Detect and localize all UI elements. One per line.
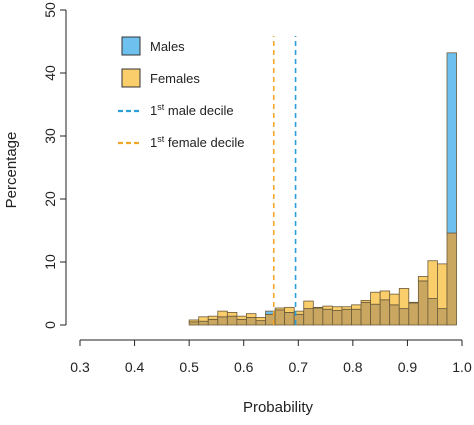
overlap-bar	[246, 317, 257, 326]
overlap-bar	[379, 299, 391, 326]
overlap-bar	[217, 316, 228, 326]
female-bar	[274, 307, 286, 311]
female-bar	[284, 306, 295, 313]
female-bar	[437, 263, 448, 310]
overlap-bar	[417, 280, 429, 326]
overlap-bar	[226, 315, 238, 326]
female-bar	[207, 315, 219, 320]
female-bar	[255, 317, 266, 321]
overlap-bar	[236, 318, 247, 326]
x-tick-label: 0.9	[398, 359, 418, 375]
overlap-bar	[322, 308, 333, 326]
overlap-bar	[408, 302, 419, 326]
legend-item: Females	[121, 68, 200, 88]
female-bar	[188, 319, 200, 323]
female-bar	[226, 311, 238, 317]
overlap-bar	[446, 232, 457, 326]
axes-layer: 0 10 20 30 40 50 0.3 0.4 0.5 0.6 0.7 0.8 0.9 1.0	[42, 2, 472, 375]
female-bar	[331, 306, 343, 311]
overlap-bar	[389, 304, 400, 326]
overlap-bar	[331, 310, 343, 326]
overlap-bar	[360, 301, 371, 326]
y-tick-label: 20	[42, 191, 58, 207]
x-tick-label: 0.6	[234, 359, 254, 375]
x-tick-label: 0.3	[70, 359, 90, 375]
female-bar	[417, 276, 429, 282]
overlap-bar	[370, 303, 381, 326]
female-bar	[408, 301, 419, 304]
overlap-bar	[207, 318, 219, 326]
overlap-bar	[437, 308, 448, 326]
overlap-bar	[188, 321, 200, 326]
bars-layer	[188, 52, 457, 326]
female-bar	[360, 300, 371, 303]
male-bar	[446, 52, 457, 234]
female-bar	[379, 290, 391, 301]
female-bar	[341, 306, 352, 310]
overlap-bar	[427, 298, 438, 326]
y-axis-title: Percentage	[3, 132, 20, 209]
legend-label: Males	[150, 39, 185, 54]
y-tick-label: 40	[42, 65, 58, 81]
legend-swatch	[121, 68, 141, 88]
y-tick-label: 30	[42, 128, 58, 144]
overlap-bar	[255, 320, 266, 326]
legend-item: 1st male decile	[118, 102, 234, 118]
x-tick-label: 0.4	[125, 359, 145, 375]
x-axis-title: Probability	[243, 399, 314, 416]
female-bar	[322, 305, 333, 310]
female-bar	[351, 304, 362, 310]
female-bar	[370, 291, 381, 305]
female-bar	[427, 260, 438, 299]
overlap-bar	[312, 307, 324, 326]
y-tick-label: 0	[42, 321, 58, 329]
reference-lines-layer	[272, 36, 297, 325]
overlap-bar	[303, 308, 314, 326]
legend-label: Females	[150, 71, 200, 86]
female-bar	[398, 288, 410, 310]
overlap-bar	[351, 308, 362, 326]
legend-item: Males	[121, 36, 185, 56]
legend-swatch	[121, 36, 141, 56]
legend-label: 1st female decile	[150, 134, 244, 150]
x-tick-label: 0.7	[289, 359, 309, 375]
overlap-bar	[284, 311, 295, 326]
overlap-bar	[398, 308, 410, 326]
legend-label: 1st male decile	[150, 102, 234, 118]
female-bar	[389, 293, 400, 306]
legend-item: 1st female decile	[118, 134, 244, 150]
female-bar	[312, 306, 324, 309]
overlap-bar	[274, 309, 286, 326]
x-tick-label: 0.8	[343, 359, 363, 375]
legend: Males Females 1st male decile 1st female de…	[118, 36, 244, 150]
female-bar	[198, 316, 209, 322]
overlap-bar	[341, 308, 352, 326]
female-bar	[246, 313, 257, 318]
female-bar	[236, 315, 247, 320]
female-bar	[217, 310, 228, 318]
female-bar	[303, 300, 314, 310]
x-tick-label: 0.5	[179, 359, 199, 375]
overlap-bar	[198, 320, 209, 326]
x-tick-label: 1.0	[452, 359, 472, 375]
y-tick-label: 10	[42, 254, 58, 270]
y-tick-label: 50	[42, 2, 58, 18]
